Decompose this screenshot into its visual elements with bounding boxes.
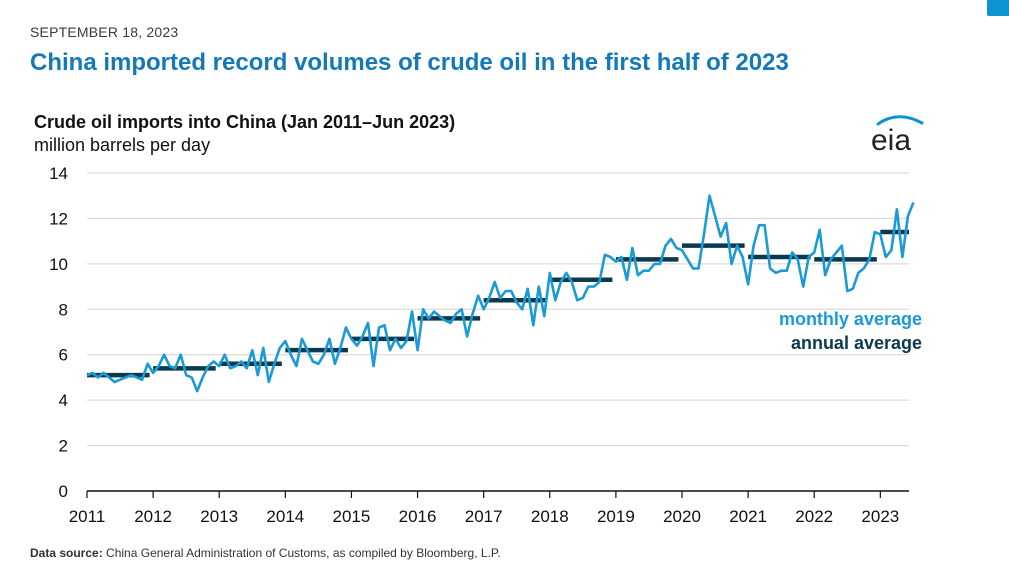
y-tick-label-12: 12 [49,209,68,228]
x-tick-label-2023: 2023 [861,507,899,526]
x-tick-label-2011: 2011 [69,507,106,526]
annual-average-series [87,229,909,378]
x-tick-label-2018: 2018 [531,507,569,526]
legend-item-monthly: monthly average [779,309,922,329]
x-tick-label-2021: 2021 [729,507,767,526]
y-tick-label-6: 6 [59,346,68,365]
x-tick-label-2015: 2015 [333,507,371,526]
x-tick-label-2020: 2020 [663,507,701,526]
grid-lines [87,172,909,447]
x-tick-label-2014: 2014 [266,507,304,526]
headline: China imported record volumes of crude o… [30,49,789,76]
x-tick-label-2019: 2019 [597,507,635,526]
corner-tab-icon [987,0,1009,16]
eia-logo-icon: eia [871,115,924,157]
y-tick-label-2: 2 [59,437,68,456]
x-tick-label-2012: 2012 [134,507,172,526]
x-tick-label-2016: 2016 [399,507,437,526]
x-tick-label-2022: 2022 [795,507,833,526]
legend-item-annual: annual average [791,333,922,353]
publication-date: SEPTEMBER 18, 2023 [30,24,179,40]
y-tick-label-0: 0 [59,482,68,501]
y-tick-label-8: 8 [59,300,68,319]
axes: 0 2 4 6 8 10 12 14 2011 2012 2013 2014 2015 2016 2017 2… [49,164,909,526]
chart-title: Crude oil imports into China (Jan 2011–J… [34,112,456,132]
x-tick-label-2013: 2013 [200,507,238,526]
data-source-text: China General Administration of Customs,… [106,546,501,560]
data-source-label: Data source: [30,546,103,560]
monthly-average-line [86,194,915,393]
y-tick-label-10: 10 [49,255,68,274]
data-source: Data source: China General Administratio… [30,546,501,560]
monthly-average-series [86,194,915,393]
y-tick-label-14: 14 [49,164,68,183]
chart-subtitle: million barrels per day [34,135,211,155]
logo-text: eia [871,124,911,157]
y-tick-label-4: 4 [59,391,68,410]
legend: monthly average annual average [779,309,922,353]
x-tick-label-2017: 2017 [465,507,503,526]
logo-swoosh [876,115,924,126]
